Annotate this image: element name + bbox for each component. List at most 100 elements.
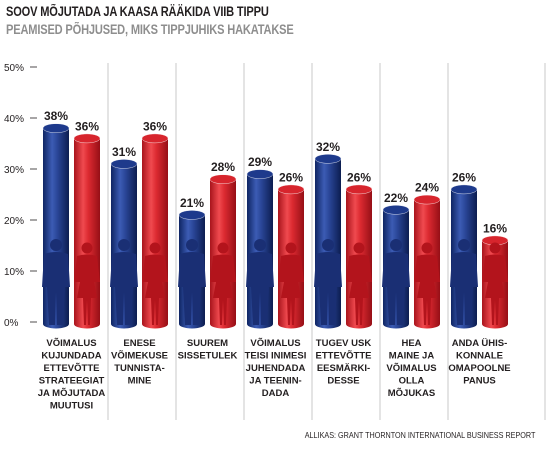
man-silhouette-icon <box>42 239 70 325</box>
data-label: 28% <box>211 160 235 174</box>
category-label-line: DADA <box>262 388 290 399</box>
female-bar[interactable] <box>481 235 509 329</box>
woman-head <box>217 242 229 254</box>
man-silhouette-icon <box>110 239 138 325</box>
woman-body <box>414 254 440 325</box>
female-bar-base <box>142 319 168 329</box>
female-bar-top <box>73 133 101 144</box>
male-bar-base <box>315 319 341 329</box>
category-label-line: ENESE <box>123 338 155 349</box>
female-bar[interactable] <box>277 184 305 329</box>
data-label: 24% <box>415 181 439 195</box>
category-label: SUUREM SISSETULEK <box>178 338 238 362</box>
man-silhouette-icon <box>178 239 206 325</box>
woman-head <box>81 242 93 254</box>
woman-silhouette-icon <box>414 242 440 325</box>
man-body <box>382 252 410 325</box>
woman-head <box>353 242 365 254</box>
y-tick-label: 40% <box>4 114 24 125</box>
data-label: 29% <box>248 155 272 169</box>
y-tick-label: 10% <box>4 267 24 278</box>
category-label-line: TUNNISTA- <box>114 363 164 374</box>
man-silhouette-icon <box>314 239 342 325</box>
female-bar[interactable] <box>141 133 169 329</box>
data-label: 36% <box>143 119 167 133</box>
male-bar-top <box>382 205 410 215</box>
female-bar[interactable] <box>73 133 101 329</box>
woman-silhouette-icon <box>482 242 508 325</box>
category-label-line: STRATEEGIAT <box>39 376 105 387</box>
category-label-line: MÕJUKAS <box>388 388 436 399</box>
man-head <box>458 239 470 251</box>
male-bar[interactable] <box>42 123 70 329</box>
data-label: 31% <box>112 145 136 159</box>
female-bar-base <box>74 319 100 329</box>
man-head <box>118 239 130 251</box>
category-label-line: JA MÕJUTADA <box>38 388 106 399</box>
woman-silhouette-icon <box>142 242 168 325</box>
woman-body <box>346 254 372 325</box>
man-head <box>50 239 62 251</box>
female-bar[interactable] <box>413 194 441 329</box>
male-bar[interactable] <box>246 169 274 329</box>
category-label-line: DESSE <box>327 376 359 387</box>
category-label-line: MUUTUSI <box>50 401 93 412</box>
category-label-line: VÕIMALUS <box>46 338 96 349</box>
man-body <box>178 252 206 325</box>
data-label: 26% <box>347 170 371 184</box>
data-label: 26% <box>279 170 303 184</box>
female-bar-base <box>414 319 440 329</box>
woman-head <box>421 242 433 254</box>
male-bar-top <box>178 210 206 220</box>
woman-body <box>278 254 304 325</box>
category-label-line: KUJUNDADA <box>41 351 101 362</box>
man-head <box>322 239 334 251</box>
data-label: 16% <box>483 221 507 235</box>
woman-silhouette-icon <box>210 242 236 325</box>
male-bar-body[interactable] <box>43 128 69 324</box>
man-head <box>254 239 266 251</box>
female-bar[interactable] <box>209 174 237 329</box>
female-bar-top <box>277 184 305 195</box>
woman-head <box>489 242 501 254</box>
category-label-line: SISSETULEK <box>178 351 238 362</box>
woman-body <box>74 254 100 325</box>
data-label: 26% <box>452 170 476 184</box>
woman-head <box>149 242 161 254</box>
category-label-line: TEISI INIMESI <box>245 351 307 362</box>
male-bar[interactable] <box>314 154 342 329</box>
category-label-line: MAINE JA <box>389 351 435 362</box>
male-bar-base <box>383 319 409 329</box>
male-bar-top <box>42 123 70 133</box>
y-tick-label: 0% <box>4 318 19 329</box>
category-label-line: EESMÄRKI- <box>317 363 370 374</box>
male-bar[interactable] <box>382 205 410 329</box>
category-label-line: JUHENDADA <box>246 363 306 374</box>
male-bar[interactable] <box>178 210 206 329</box>
woman-silhouette-icon <box>74 242 100 325</box>
data-label: 22% <box>384 191 408 205</box>
male-bar[interactable] <box>110 159 138 329</box>
woman-body <box>482 254 508 325</box>
male-bar[interactable] <box>450 184 478 329</box>
man-body <box>110 252 138 325</box>
female-bar-top <box>413 194 441 205</box>
man-silhouette-icon <box>450 239 478 325</box>
female-bar[interactable] <box>345 184 373 329</box>
source-note: ALLIKAS: GRANT THORNTON INTERNATIONAL BU… <box>304 430 535 440</box>
woman-silhouette-icon <box>346 242 372 325</box>
category-label-line: OLLA <box>399 376 425 387</box>
category-label-line: ETTEVÕTTE <box>316 351 372 362</box>
man-body <box>42 252 70 325</box>
category-label-line: OMAPOOLNE <box>448 363 510 374</box>
category-label-line: MINE <box>128 376 152 387</box>
data-label: 36% <box>75 119 99 133</box>
male-bar-top <box>314 154 342 164</box>
category-label-line: JA TEENIN- <box>249 376 301 387</box>
category-label-line: HEA <box>401 338 421 349</box>
category-label-line: PANUS <box>463 376 496 387</box>
